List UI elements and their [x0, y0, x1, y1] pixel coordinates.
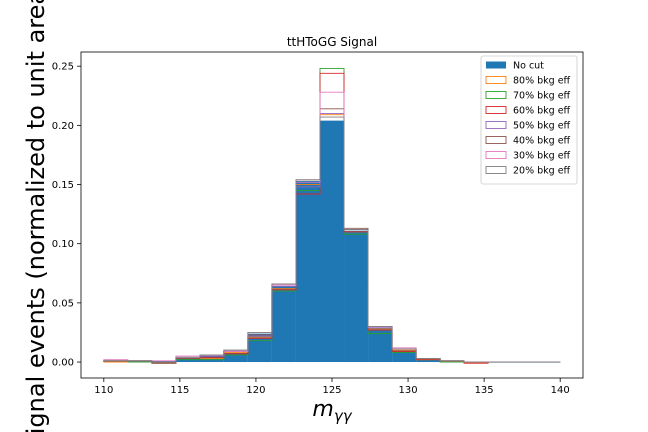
- legend-label: 80% bkg eff: [513, 76, 571, 87]
- legend-label: 20% bkg eff: [513, 166, 571, 177]
- histogram-bar: [344, 230, 369, 363]
- x-tick-label: 110: [94, 385, 113, 396]
- legend-swatch: [485, 91, 507, 99]
- legend-swatch: [485, 151, 507, 159]
- x-tick-label: 125: [322, 385, 341, 396]
- legend-swatch: [485, 166, 507, 174]
- histogram-bar: [319, 120, 345, 363]
- legend-swatch: [485, 136, 507, 144]
- histogram-bar: [271, 286, 296, 363]
- y-axis-label: Signal events (normalized to unit area): [22, 0, 50, 432]
- histogram-bar: [199, 356, 224, 363]
- legend-label: No cut: [513, 61, 544, 72]
- y-tick-label: 0.05: [52, 298, 74, 309]
- chart-title: ttHToGG Signal: [287, 35, 377, 49]
- x-axis: 110 115 120 125 130 135 140: [94, 378, 570, 396]
- y-tick-label: 0.15: [52, 180, 74, 191]
- legend-label: 60% bkg eff: [513, 106, 571, 117]
- legend-swatch: [485, 121, 507, 129]
- histogram-bar: [368, 327, 393, 363]
- steps-layer: [103, 68, 561, 364]
- x-axis-label-subscript: γγ: [334, 407, 353, 425]
- y-tick-label: 0.10: [52, 239, 74, 250]
- histogram-bar: [175, 358, 200, 363]
- legend-swatch: [485, 76, 507, 84]
- legend-label: 30% bkg eff: [513, 151, 571, 162]
- bars-layer: [103, 120, 561, 363]
- histogram-bar: [440, 360, 465, 363]
- histogram-bar: [151, 360, 176, 363]
- histogram-bar: [247, 333, 272, 363]
- histogram-bar: [127, 360, 152, 363]
- histogram-bar: [295, 180, 320, 363]
- legend-label: 70% bkg eff: [513, 91, 571, 102]
- y-tick-label: 0.00: [52, 358, 74, 369]
- legend-label: 40% bkg eff: [513, 136, 571, 147]
- x-tick-label: 130: [399, 385, 418, 396]
- x-tick-label: 135: [475, 385, 494, 396]
- histogram-bar: [103, 360, 128, 363]
- histogram-bar: [416, 359, 441, 363]
- y-tick-label: 0.20: [52, 121, 74, 132]
- legend-label: 50% bkg eff: [513, 121, 571, 132]
- y-axis: 0.00 0.05 0.10 0.15 0.20 0.25: [52, 62, 81, 369]
- histogram-bar: [392, 350, 417, 363]
- x-axis-label: mγγ: [312, 397, 352, 425]
- histogram-bar: [223, 352, 248, 363]
- legend: No cut 80% bkg eff 70% bkg eff 60% bkg eff 5…: [480, 55, 578, 185]
- x-tick-label: 120: [246, 385, 265, 396]
- legend-swatch: [485, 106, 507, 114]
- x-tick-label: 115: [170, 385, 189, 396]
- legend-swatch: [486, 61, 506, 69]
- y-tick-label: 0.25: [52, 62, 74, 73]
- step-series-7: [103, 116, 561, 363]
- x-tick-label: 140: [551, 385, 570, 396]
- legend-frame: [480, 55, 578, 185]
